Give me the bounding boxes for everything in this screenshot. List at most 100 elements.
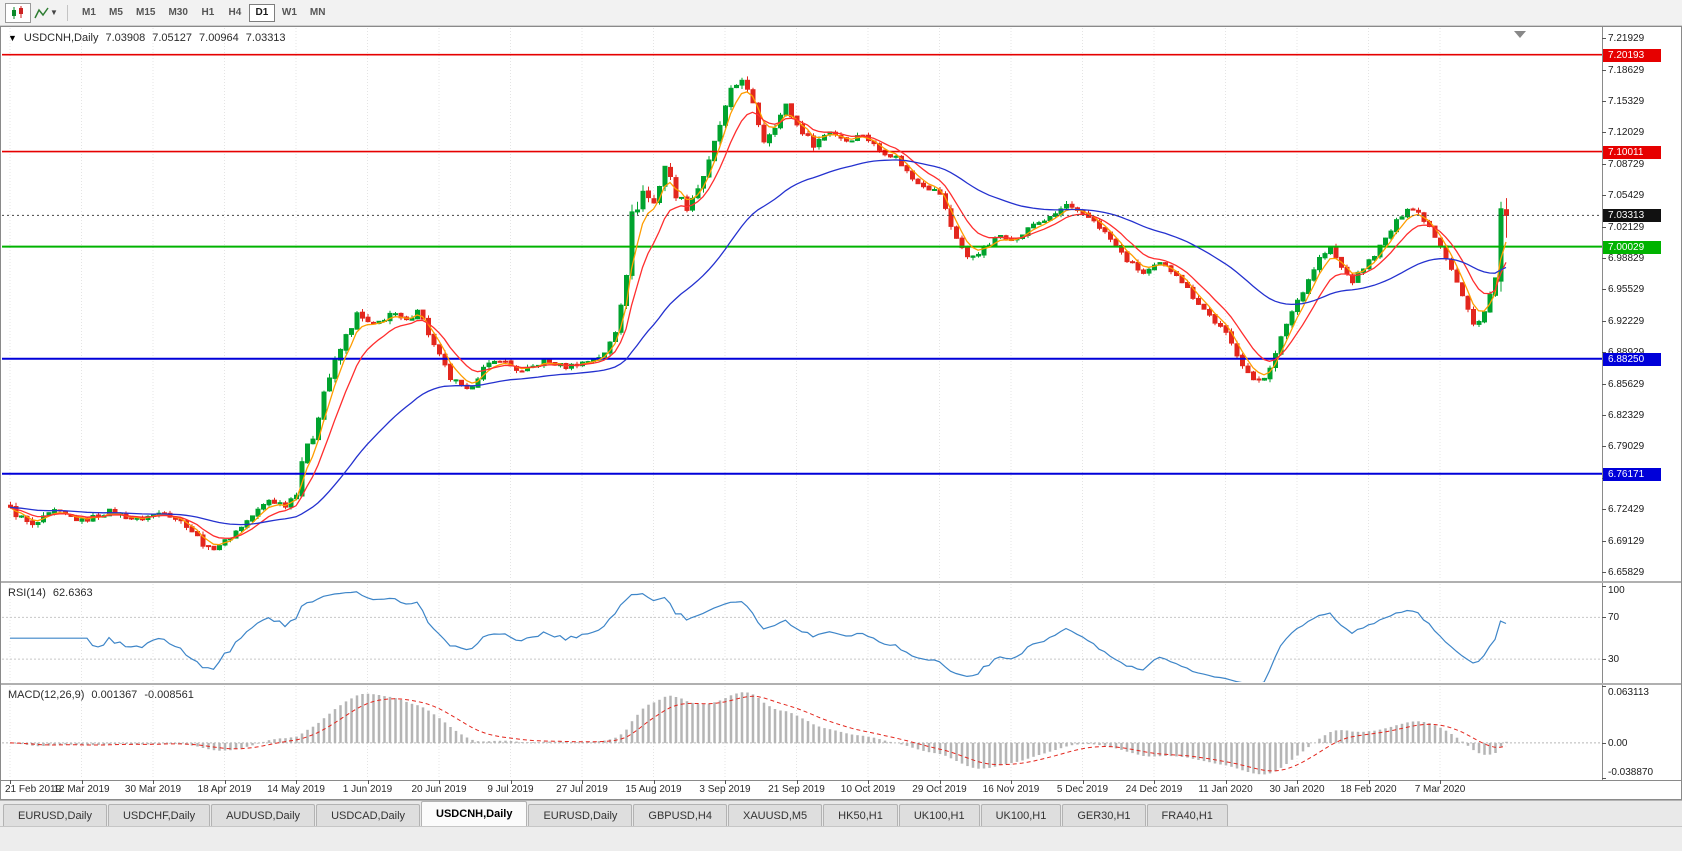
date-label: 10 Oct 2019 [840,784,896,795]
date-label: 27 Jul 2019 [556,784,608,795]
chart-tab-audusd-daily[interactable]: AUDUSD,Daily [211,804,316,826]
date-tick-mark [1154,780,1155,784]
macd-tick-label: 0.063113 [1608,687,1649,698]
rsi-tick-mark [1602,586,1606,587]
toolbar-separator [67,4,68,21]
price-tick-mark [1602,446,1606,447]
date-label: 30 Jan 2020 [1269,784,1325,795]
rsi-tick-label: 70 [1608,612,1620,623]
chart-tab-usdcnh-daily[interactable]: USDCNH,Daily [421,801,528,826]
rsi-tick-label: 100 [1608,585,1625,596]
chart-header: ▼ USDCNH,Daily 7.03908 7.05127 7.00964 7… [8,32,286,44]
current-price-badge: 7.03313 [1603,209,1661,222]
chart-tab-uk100-h1[interactable]: UK100,H1 [980,804,1062,826]
panel-resize-handle-macd[interactable] [1,683,1681,685]
date-label: 29 Oct 2019 [912,784,967,795]
date-tick-mark [1297,780,1298,784]
price-tick-label: 6.92229 [1608,316,1645,327]
price-tick-label: 6.98829 [1608,253,1645,264]
macd-canvas[interactable] [2,686,1602,778]
rsi-canvas[interactable] [2,584,1602,682]
date-label: 1 Jun 2019 [342,784,393,795]
price-tick-label: 7.18629 [1608,65,1645,76]
date-label: 9 Jul 2019 [487,784,534,795]
price-tick-mark [1602,541,1606,542]
timeframe-m30[interactable]: M30 [168,7,188,18]
price-tick-mark [1602,132,1606,133]
timeframe-h4[interactable]: H4 [228,7,242,18]
date-tick-mark [10,780,11,784]
date-label: 11 Jan 2020 [1198,784,1253,795]
price-scale-divider [1602,27,1603,780]
ohlc-low: 7.00964 [199,32,239,44]
date-label: 5 Dec 2019 [1056,784,1109,795]
price-tick-label: 6.79029 [1608,441,1645,452]
price-tick-mark [1602,164,1606,165]
chart-tab-xauusd-m5[interactable]: XAUUSD,M5 [727,804,823,826]
date-tick-mark [582,780,583,784]
date-label: 18 Apr 2019 [197,784,252,795]
timeframe-m15[interactable]: M15 [136,7,156,18]
chart-tab-usdcad-daily[interactable]: USDCAD,Daily [316,804,421,826]
chart-tab-usdchf-daily[interactable]: USDCHF,Daily [107,804,211,826]
ohlc-open: 7.03908 [105,32,146,44]
rsi-tick-label: 30 [1608,654,1620,665]
timeframe-d1[interactable]: D1 [248,3,275,22]
timeframe-m5[interactable]: M5 [109,7,123,18]
date-tick-mark [1225,780,1227,784]
date-tick-mark [939,780,941,784]
chart-context-arrow[interactable]: ▼ [8,33,17,43]
hline-price-badge: 7.20193 [1603,49,1661,62]
date-label: 21 Sep 2019 [768,784,825,795]
ohlc-high: 7.05127 [152,32,193,44]
chart-type-button[interactable] [5,2,31,23]
panel-resize-handle-rsi[interactable] [1,581,1681,583]
price-tick-label: 7.12029 [1608,127,1645,138]
chart-tab-ger30-h1[interactable]: GER30,H1 [1062,804,1146,826]
rsi-tick-mark [1602,659,1606,660]
price-tick-label: 6.72429 [1608,504,1645,515]
date-tick-mark [81,780,83,784]
price-tick-label: 7.08729 [1608,159,1645,170]
hline-price-badge: 7.00029 [1603,241,1661,254]
rsi-tick-mark [1602,617,1606,618]
price-tick-label: 7.02129 [1608,222,1645,233]
timeframe-w1[interactable]: W1 [281,7,297,18]
price-tick-mark [1602,415,1606,416]
date-tick-mark [653,780,655,784]
macd-tick-mark [1602,743,1606,744]
date-tick-mark [153,780,154,784]
date-label: 7 Mar 2020 [1414,784,1466,795]
date-label: 20 Jun 2019 [411,784,467,795]
date-label: 21 Feb 2019 [5,784,62,795]
chevron-down-icon: ▼ [50,8,58,17]
date-label: 15 Aug 2019 [625,784,682,795]
date-label: 24 Dec 2019 [1125,784,1183,795]
date-tick-mark [439,780,440,784]
price-tick-mark [1602,70,1606,71]
date-tick-mark [725,780,726,784]
chart-tab-fra40-h1[interactable]: FRA40,H1 [1146,804,1228,826]
date-label: 16 Nov 2019 [982,784,1040,795]
main-chart-canvas[interactable] [2,28,1602,580]
chart-tab-uk100-h1[interactable]: UK100,H1 [898,804,980,826]
chart-tab-eurusd-daily[interactable]: EURUSD,Daily [3,804,107,826]
timeframe-mn[interactable]: MN [309,7,326,18]
indicators-button[interactable]: ▼ [33,3,59,23]
macd-tick-mark [1602,778,1606,779]
chart-tab-eurusd-daily[interactable]: EURUSD,Daily [528,804,633,826]
timeframe-m1[interactable]: M1 [82,7,96,18]
date-tick-mark [1082,780,1084,784]
chart-tab-hk50-h1[interactable]: HK50,H1 [823,804,898,826]
price-tick-mark [1602,227,1606,228]
date-tick-mark [510,780,512,784]
date-tick-mark [1440,780,1441,784]
macd-main-value: 0.001367 [91,689,138,701]
hline-price-badge: 6.88250 [1603,353,1661,366]
chart-symbol-label: USDCNH,Daily [23,32,99,44]
timeframe-h1[interactable]: H1 [201,7,215,18]
date-tick-mark [1011,780,1012,784]
macd-tick-label: -0.038870 [1608,767,1654,778]
price-tick-label: 6.88929 [1608,347,1644,358]
chart-tab-gbpusd-h4[interactable]: GBPUSD,H4 [633,804,727,826]
